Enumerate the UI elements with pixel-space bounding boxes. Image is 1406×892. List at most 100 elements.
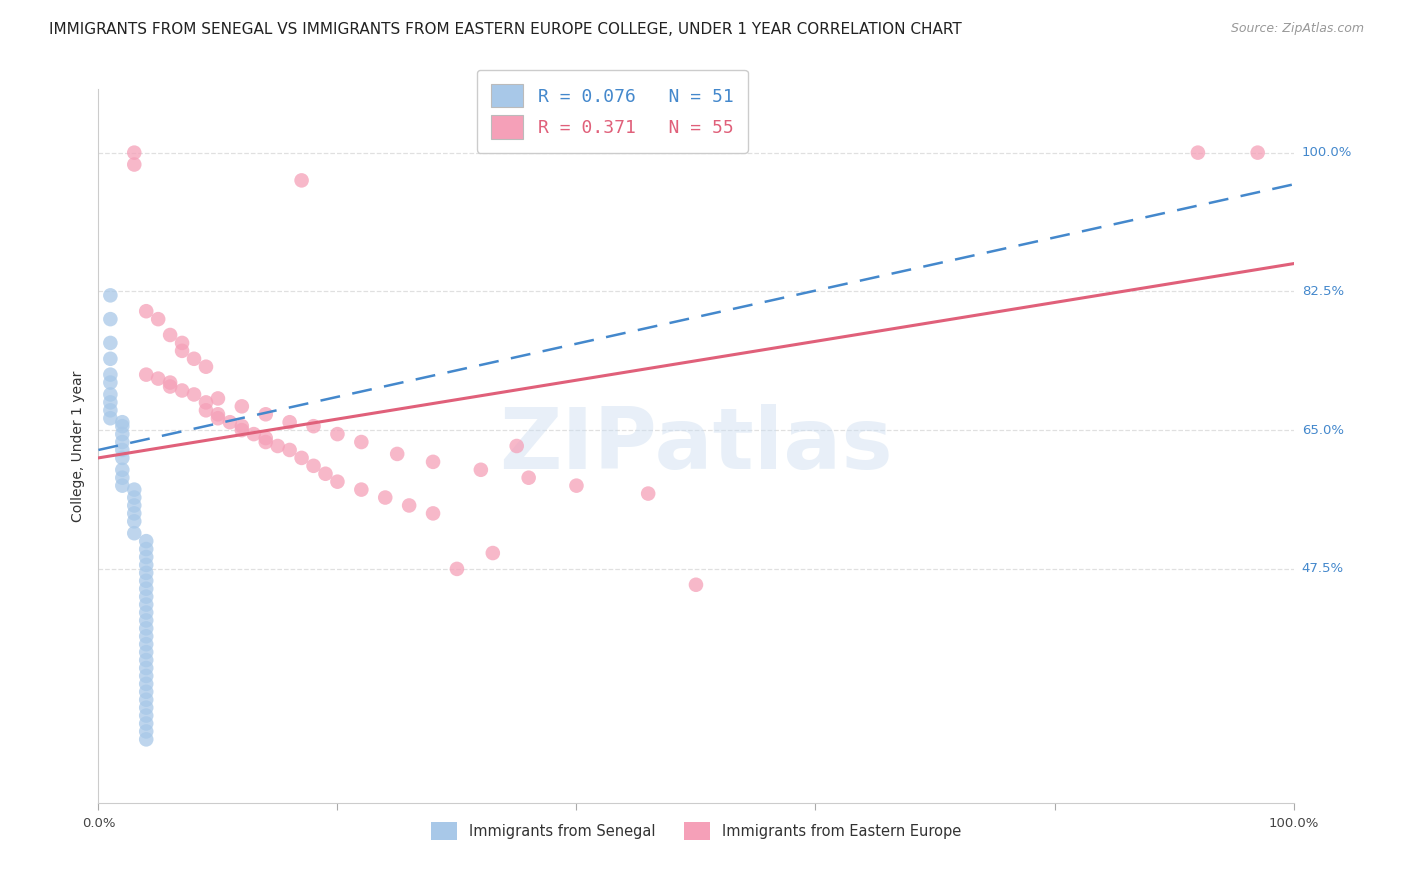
Point <box>135 716 157 731</box>
Point <box>135 304 157 318</box>
Point <box>172 384 194 398</box>
Point <box>481 546 505 560</box>
Point <box>135 661 157 675</box>
Point <box>207 392 229 406</box>
Point <box>350 435 373 450</box>
Point <box>195 395 218 409</box>
Point <box>446 562 468 576</box>
Point <box>135 582 157 596</box>
Point <box>159 328 181 343</box>
Y-axis label: College, Under 1 year: College, Under 1 year <box>70 370 84 522</box>
Point <box>135 669 157 683</box>
Point <box>111 415 134 429</box>
Point <box>517 471 540 485</box>
Point <box>135 598 157 612</box>
Point <box>1247 145 1270 160</box>
Point <box>135 574 157 588</box>
Point <box>135 645 157 659</box>
Point <box>1187 145 1209 160</box>
Point <box>148 371 170 385</box>
Point <box>98 368 122 382</box>
Point <box>135 542 157 557</box>
Point <box>124 145 146 160</box>
Point <box>98 351 122 366</box>
Point <box>98 387 122 401</box>
Text: IMMIGRANTS FROM SENEGAL VS IMMIGRANTS FROM EASTERN EUROPE COLLEGE, UNDER 1 YEAR : IMMIGRANTS FROM SENEGAL VS IMMIGRANTS FR… <box>49 22 962 37</box>
Point <box>135 685 157 699</box>
Point <box>207 411 229 425</box>
Point <box>111 463 134 477</box>
Point <box>183 387 205 401</box>
Point <box>278 442 301 457</box>
Point <box>135 692 157 706</box>
Point <box>135 368 157 382</box>
Point <box>124 483 146 497</box>
Point <box>422 507 444 521</box>
Point <box>124 514 146 528</box>
Point <box>135 566 157 580</box>
Point <box>565 478 588 492</box>
Point <box>98 403 122 417</box>
Text: 47.5%: 47.5% <box>1302 562 1344 575</box>
Point <box>172 343 194 358</box>
Point <box>124 157 146 171</box>
Point <box>124 507 146 521</box>
Point <box>231 423 253 437</box>
Point <box>291 450 314 465</box>
Point <box>135 621 157 635</box>
Point <box>637 486 659 500</box>
Point <box>350 483 373 497</box>
Point <box>135 653 157 667</box>
Point <box>470 463 492 477</box>
Point <box>243 427 266 442</box>
Point <box>685 578 707 592</box>
Point <box>183 351 205 366</box>
Point <box>172 335 194 350</box>
Point <box>506 439 529 453</box>
Point <box>254 435 277 450</box>
Point <box>124 499 146 513</box>
Point <box>291 173 314 187</box>
Text: 65.0%: 65.0% <box>1302 424 1344 437</box>
Point <box>219 415 242 429</box>
Point <box>98 395 122 409</box>
Point <box>124 491 146 505</box>
Text: Source: ZipAtlas.com: Source: ZipAtlas.com <box>1230 22 1364 36</box>
Legend: Immigrants from Senegal, Immigrants from Eastern Europe: Immigrants from Senegal, Immigrants from… <box>425 816 967 846</box>
Point <box>159 379 181 393</box>
Point <box>398 499 420 513</box>
Point <box>148 312 170 326</box>
Point <box>195 403 218 417</box>
Text: 82.5%: 82.5% <box>1302 285 1344 298</box>
Point <box>135 708 157 723</box>
Point <box>254 407 277 421</box>
Point <box>111 471 134 485</box>
Point <box>159 376 181 390</box>
Point <box>231 419 253 434</box>
Point <box>98 335 122 350</box>
Point <box>135 558 157 572</box>
Point <box>135 677 157 691</box>
Point <box>326 427 349 442</box>
Point <box>315 467 337 481</box>
Point <box>195 359 218 374</box>
Point <box>135 534 157 549</box>
Point <box>135 590 157 604</box>
Point <box>111 450 134 465</box>
Point <box>111 478 134 492</box>
Point <box>135 724 157 739</box>
Point <box>385 447 409 461</box>
Text: 100.0%: 100.0% <box>1302 146 1353 159</box>
Point <box>278 415 301 429</box>
Point <box>135 700 157 714</box>
Point <box>111 442 134 457</box>
Point <box>267 439 290 453</box>
Point <box>111 427 134 442</box>
Point <box>98 376 122 390</box>
Point <box>231 400 253 414</box>
Point <box>111 435 134 450</box>
Point <box>302 458 325 473</box>
Point <box>135 732 157 747</box>
Point <box>374 491 396 505</box>
Point <box>98 411 122 425</box>
